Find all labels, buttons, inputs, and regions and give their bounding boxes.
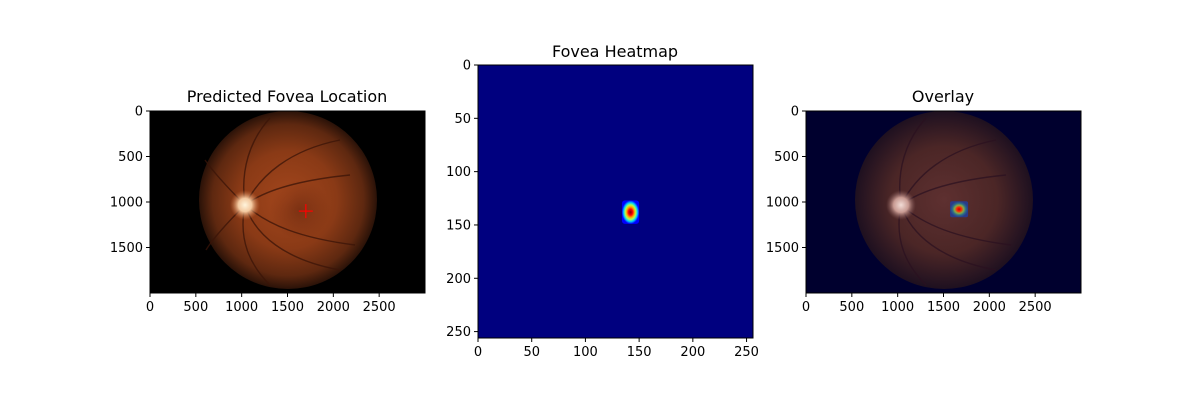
x-tick-label: 1000 xyxy=(225,300,258,315)
y-tick-label: 150 xyxy=(446,218,471,233)
y-tick-label: 1500 xyxy=(110,241,143,256)
y-tick-label: 0 xyxy=(463,59,471,74)
x-tick-label: 250 xyxy=(734,345,759,360)
y-tick-label: 0 xyxy=(135,105,143,120)
x-tick-label: 0 xyxy=(146,300,154,315)
y-tick-label: 500 xyxy=(118,150,143,165)
x-tick-label: 2500 xyxy=(1019,300,1052,315)
axis-ticks: 0 500 1000 1500 2000 2500 0 500 1000 1500 xyxy=(110,105,396,316)
heatmap-background xyxy=(478,65,753,338)
x-tick-label: 1500 xyxy=(927,300,960,315)
axis-ticks: 0 500 1000 1500 2000 2500 0 500 1000 1500 xyxy=(766,105,1052,316)
x-tick-label: 0 xyxy=(474,345,482,360)
panel-fovea-heatmap: Fovea Heatmap 0 50 100 150 200 25005010015020… xyxy=(446,42,759,360)
panel-predicted-fovea: Predicted Fovea Location 0 500 1000 15 xyxy=(110,87,426,316)
x-tick-label: 150 xyxy=(627,345,652,360)
y-tick-label: 250 xyxy=(446,325,471,340)
x-tick-label: 2500 xyxy=(363,300,396,315)
x-tick-label: 1000 xyxy=(881,300,914,315)
fundus-disc xyxy=(855,111,1033,289)
x-tick-label: 50 xyxy=(523,345,540,360)
y-tick-label: 50 xyxy=(454,112,471,127)
y-tick-label: 500 xyxy=(774,150,799,165)
panel-title: Predicted Fovea Location xyxy=(187,87,388,106)
x-tick-label: 500 xyxy=(183,300,208,315)
predicted-fovea-marker xyxy=(298,204,313,219)
fundus-image xyxy=(150,111,425,293)
panel-overlay: Overlay 0 500 1000 1500 2000 2500 0 500 1000 1500 xyxy=(766,87,1082,316)
x-tick-label: 100 xyxy=(573,345,598,360)
x-tick-label: 0 xyxy=(802,300,810,315)
overlay-image xyxy=(806,111,1081,293)
y-tick-label: 0 xyxy=(791,105,799,120)
overlay-heatmap-hotspot xyxy=(950,201,969,218)
panel-title: Fovea Heatmap xyxy=(552,42,678,61)
x-tick-label: 2000 xyxy=(317,300,350,315)
heatmap-hotspot xyxy=(621,200,640,224)
y-tick-label: 1500 xyxy=(766,241,799,256)
axes-frame xyxy=(477,64,754,339)
x-tick-label: 200 xyxy=(680,345,705,360)
optic-disc xyxy=(230,190,260,220)
y-tick-label: 1000 xyxy=(766,196,799,211)
x-tick-label: 2000 xyxy=(973,300,1006,315)
optic-disc xyxy=(886,190,916,220)
y-tick-label: 1000 xyxy=(110,196,143,211)
x-tick-label: 500 xyxy=(839,300,864,315)
y-tick-label: 200 xyxy=(446,272,471,287)
y-tick-label: 100 xyxy=(446,165,471,180)
panel-title: Overlay xyxy=(912,87,974,106)
x-tick-label: 1500 xyxy=(271,300,304,315)
